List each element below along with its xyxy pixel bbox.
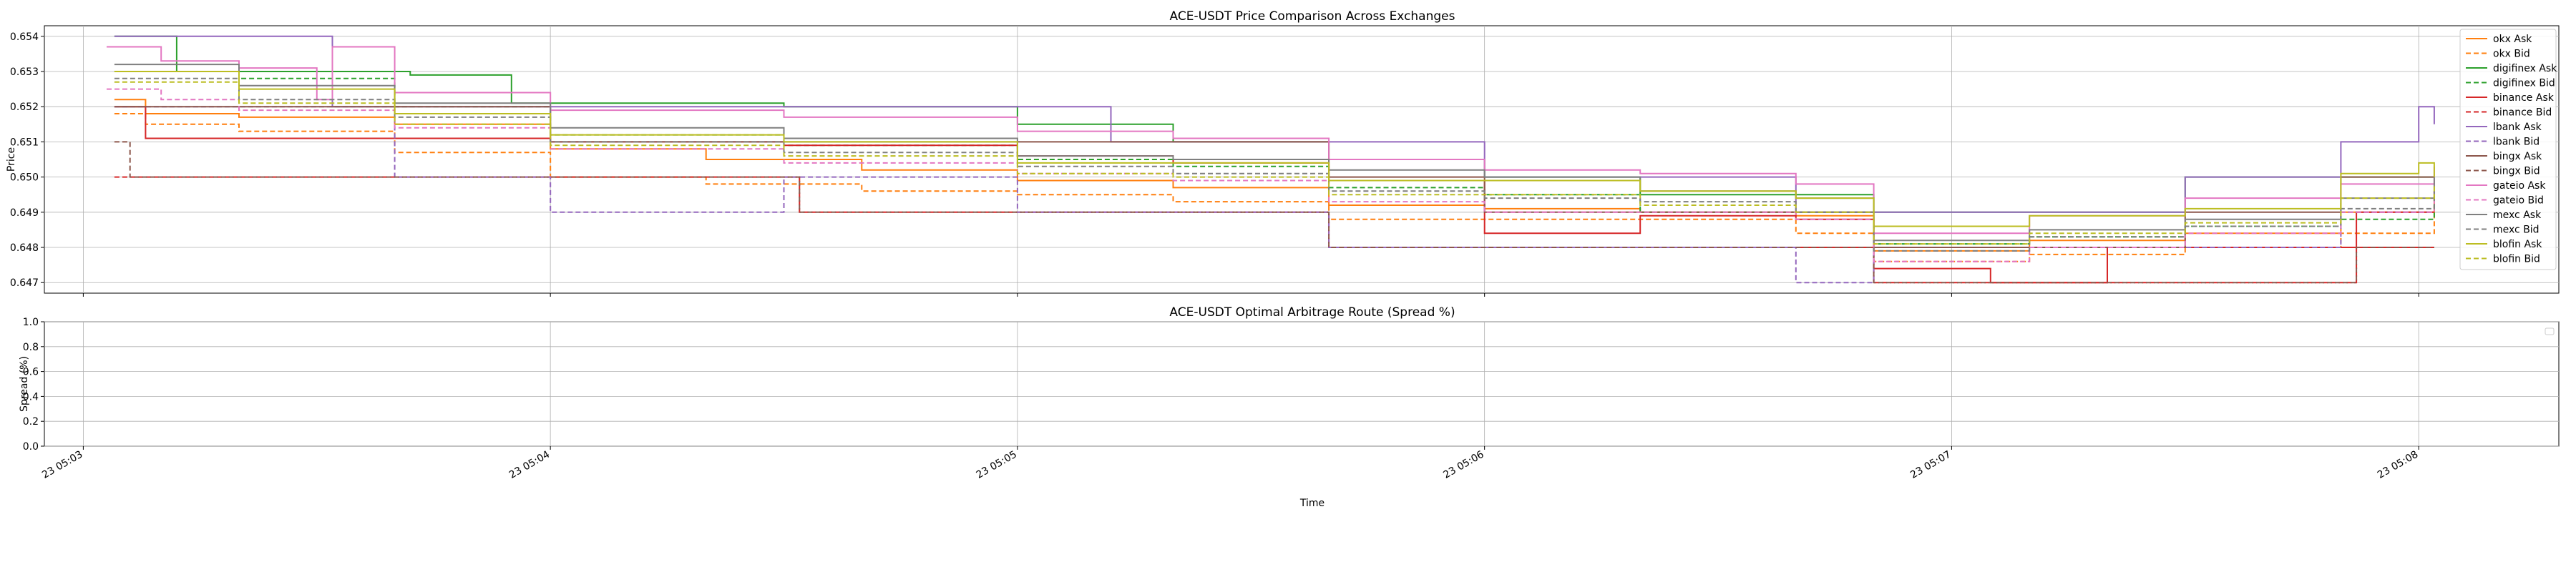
legend-box	[2459, 29, 2557, 270]
legend-label: gateio Ask	[2493, 180, 2546, 192]
series-line-blofin-bid	[114, 81, 2435, 245]
price-y-tick-label: 0.651	[10, 137, 39, 148]
spread-y-tick-labels: 0.0 0.2 0.4 0.6 0.8 1.0	[23, 317, 44, 453]
legend-label: blofin Bid	[2493, 254, 2540, 265]
price-y-tick-label: 0.654	[10, 31, 39, 43]
price-series-lines	[107, 35, 2435, 284]
price-comparison-panel: ACE-USDT Price Comparison Across Exchang…	[6, 9, 2560, 294]
legend-label: binance Ask	[2493, 92, 2555, 104]
spread-y-tick-label: 1.0	[23, 317, 39, 328]
price-y-tick-labels: 0.647 0.648 0.649 0.650 0.651 0.652 0.653 0.654	[10, 31, 44, 289]
legend-label: digifinex Bid	[2493, 78, 2555, 89]
spread-empty-legend	[2545, 327, 2555, 335]
price-y-tick-label: 0.653	[10, 66, 39, 78]
spread-y-tick-label: 0.4	[23, 391, 39, 403]
spread-y-tick-label: 0.0	[23, 441, 39, 453]
legend-label: lbank Bid	[2493, 137, 2540, 148]
series-line-blofin-ask	[114, 71, 2435, 227]
price-legend: okx Ask okx Bid digifinex Ask digifinex Bid…	[2459, 29, 2557, 270]
price-x-tick-marks	[82, 293, 2419, 297]
legend-label: okx Bid	[2493, 49, 2530, 60]
spread-y-tick-label: 0.8	[23, 342, 39, 353]
price-y-tick-label: 0.648	[10, 242, 39, 254]
series-line-bingx-bid	[114, 141, 2434, 284]
price-y-tick-label: 0.652	[10, 102, 39, 113]
price-y-axis-label: Price	[6, 147, 17, 172]
spread-y-tick-label: 0.6	[23, 367, 39, 378]
legend-label: digifinex Ask	[2493, 63, 2557, 74]
spread-x-axis-label: Time	[1299, 498, 1324, 509]
legend-label: lbank Ask	[2493, 122, 2542, 133]
spread-grid	[44, 321, 2559, 447]
price-plot-frame	[44, 25, 2560, 294]
price-y-tick-label: 0.649	[10, 207, 39, 219]
series-line-okx-bid	[114, 113, 2435, 262]
price-chart-title: ACE-USDT Price Comparison Across Exchang…	[1170, 9, 1455, 24]
legend-label: bingx Ask	[2493, 151, 2542, 162]
legend-label: mexc Bid	[2493, 225, 2540, 236]
legend-label: bingx Bid	[2493, 166, 2540, 177]
spread-y-tick-label: 0.2	[23, 416, 39, 428]
spread-chart-title: ACE-USDT Optimal Arbitrage Route (Spread…	[1169, 305, 1455, 320]
legend-label: okx Ask	[2493, 34, 2532, 45]
legend-label: gateio Bid	[2493, 195, 2544, 207]
price-y-tick-label: 0.650	[10, 172, 39, 184]
legend-label: mexc Ask	[2493, 209, 2542, 221]
legend-label: binance Bid	[2493, 107, 2552, 119]
spread-y-axis-label: Spread (%)	[19, 356, 30, 412]
price-y-tick-label: 0.647	[10, 277, 39, 289]
legend-label: blofin Ask	[2493, 239, 2542, 250]
